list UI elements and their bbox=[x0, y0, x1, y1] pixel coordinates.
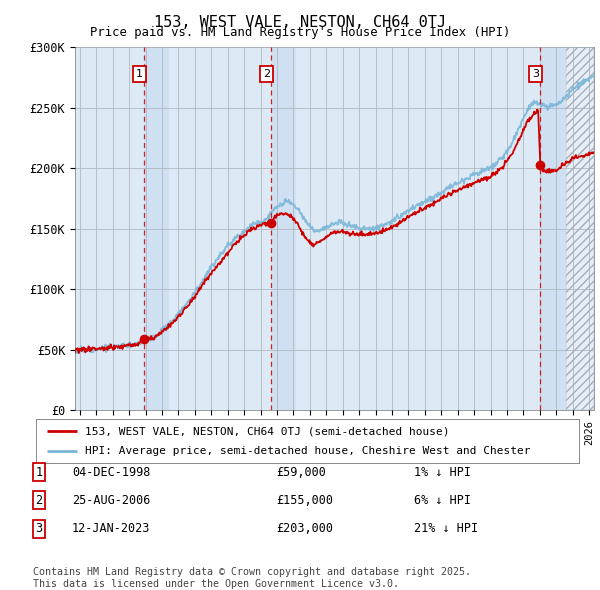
Bar bbox=[145, 47, 169, 410]
Text: 25-AUG-2006: 25-AUG-2006 bbox=[72, 494, 151, 507]
Text: £155,000: £155,000 bbox=[276, 494, 333, 507]
Text: £59,000: £59,000 bbox=[276, 466, 326, 478]
Bar bbox=[566, 47, 594, 410]
Text: 6% ↓ HPI: 6% ↓ HPI bbox=[414, 494, 471, 507]
Text: 3: 3 bbox=[532, 69, 539, 79]
Text: HPI: Average price, semi-detached house, Cheshire West and Chester: HPI: Average price, semi-detached house,… bbox=[85, 446, 530, 455]
Text: 153, WEST VALE, NESTON, CH64 0TJ (semi-detached house): 153, WEST VALE, NESTON, CH64 0TJ (semi-d… bbox=[85, 427, 449, 436]
Text: 3: 3 bbox=[35, 522, 43, 535]
Text: Price paid vs. HM Land Registry's House Price Index (HPI): Price paid vs. HM Land Registry's House … bbox=[90, 26, 510, 39]
Text: 153, WEST VALE, NESTON, CH64 0TJ: 153, WEST VALE, NESTON, CH64 0TJ bbox=[154, 15, 446, 30]
Text: 21% ↓ HPI: 21% ↓ HPI bbox=[414, 522, 478, 535]
Text: 1: 1 bbox=[35, 466, 43, 478]
Text: 2: 2 bbox=[263, 69, 270, 79]
Bar bbox=[566, 47, 594, 410]
Text: 12-JAN-2023: 12-JAN-2023 bbox=[72, 522, 151, 535]
Text: £203,000: £203,000 bbox=[276, 522, 333, 535]
Text: 1: 1 bbox=[136, 69, 143, 79]
Text: 2: 2 bbox=[35, 494, 43, 507]
Text: Contains HM Land Registry data © Crown copyright and database right 2025.
This d: Contains HM Land Registry data © Crown c… bbox=[33, 567, 471, 589]
Bar bbox=[271, 47, 296, 410]
Bar bbox=[540, 47, 565, 410]
Text: 1% ↓ HPI: 1% ↓ HPI bbox=[414, 466, 471, 478]
Text: 04-DEC-1998: 04-DEC-1998 bbox=[72, 466, 151, 478]
